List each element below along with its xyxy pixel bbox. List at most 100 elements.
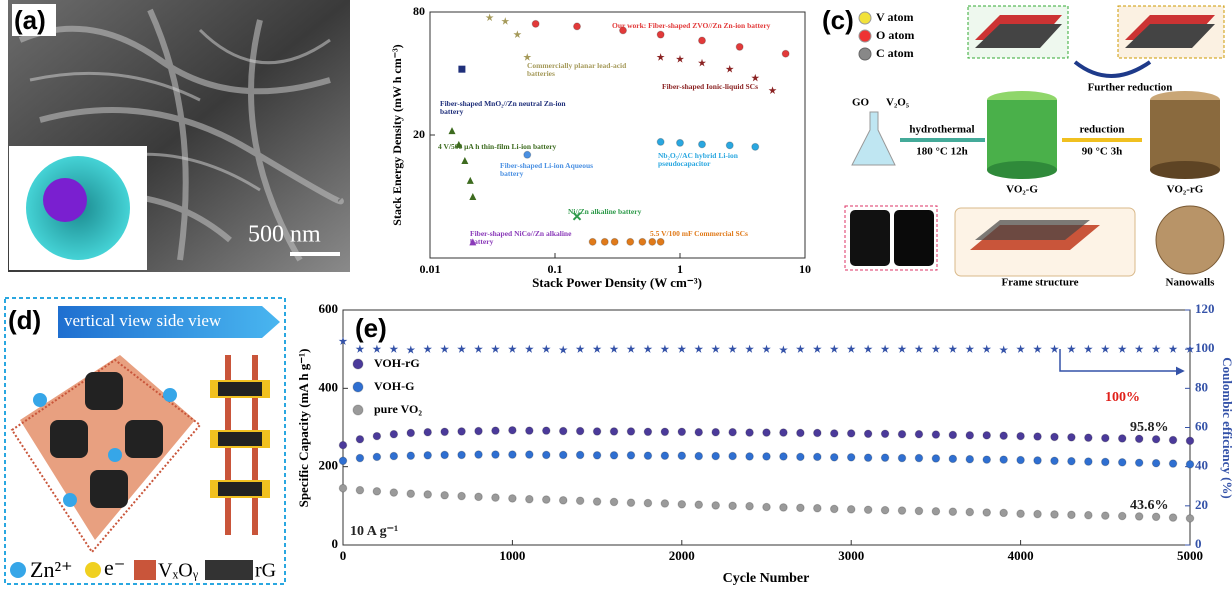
data-point	[1169, 436, 1177, 444]
data-point	[593, 498, 601, 506]
data-point	[695, 428, 703, 436]
data-point	[712, 452, 720, 460]
data-point	[780, 429, 788, 437]
data-point	[390, 430, 398, 438]
legend-text: rG	[255, 560, 276, 582]
panel-a: (a) 500 nm	[8, 0, 350, 272]
data-point	[661, 452, 669, 460]
x-tick-label: 1000	[499, 548, 525, 563]
panel-label: (e)	[355, 313, 387, 343]
data-point	[627, 452, 635, 460]
legend-text: Zn²⁺	[30, 557, 73, 582]
data-point	[1135, 513, 1143, 521]
page: {"panels":{ "a":{"label":"(a)","scale_ba…	[0, 0, 1232, 589]
data-point	[752, 143, 759, 150]
data-point	[373, 453, 381, 461]
data-point	[780, 504, 788, 512]
scale-bar	[290, 252, 340, 256]
y-axis-title: Specific Capacity (mA h g⁻¹)	[296, 349, 311, 508]
data-point	[949, 431, 957, 439]
data-point	[746, 453, 754, 461]
data-point	[712, 428, 720, 436]
data-point	[576, 497, 584, 505]
data-point	[441, 428, 449, 436]
data-point	[847, 453, 855, 461]
data-point	[627, 238, 634, 245]
data-point	[610, 452, 618, 460]
data-point	[1000, 432, 1008, 440]
x-tick-label: 10	[799, 262, 811, 276]
step-label: 90 °C 3h	[1082, 146, 1122, 158]
atom-c	[859, 48, 871, 60]
series-annotation: Fiber-shaped MnO₂//Zn neutral Zn-ion bat…	[440, 100, 570, 140]
legend-icon	[205, 560, 253, 580]
legend-text: VₓOᵧ	[158, 560, 199, 582]
data-point	[526, 451, 534, 459]
data-point	[966, 508, 974, 516]
data-point	[864, 506, 872, 514]
series-annotation-text: Fiber-shaped NiCo//Zn alkaline battery	[470, 230, 580, 246]
rg-block	[90, 470, 128, 508]
data-point	[627, 428, 635, 436]
data-point	[407, 490, 415, 498]
series-annotation-text: Fiber-shaped Ionic-liquid SCs	[662, 83, 772, 91]
data-point	[678, 428, 686, 436]
data-point	[509, 495, 517, 503]
panel-label: (d)	[8, 305, 41, 335]
series-annotation-text: 4 V/500 μA h thin-film Li-ion battery	[438, 143, 558, 151]
data-point	[644, 499, 652, 507]
data-point	[475, 493, 483, 501]
data-point	[695, 501, 703, 509]
data-point	[677, 139, 684, 146]
series-annotation: Nb₂O₅//AC hybrid Li-ion pseudocapacitor	[658, 152, 788, 192]
panel-c: (c) V atom O atom C atom Further reducti…	[822, 5, 1224, 289]
data-point	[1051, 511, 1059, 519]
step-label: Further reduction	[1088, 82, 1173, 94]
data-point	[729, 452, 737, 460]
data-point	[1017, 456, 1025, 464]
data-point	[1000, 509, 1008, 517]
data-point	[492, 427, 500, 435]
annotation: 95.8%	[1130, 420, 1169, 435]
data-point	[492, 494, 500, 502]
y-tick-label: 600	[319, 301, 339, 316]
product: VO₂-G	[1006, 184, 1038, 196]
cylinder	[987, 161, 1057, 179]
caption: Nanowalls	[1166, 277, 1216, 289]
x-tick-label: 2000	[669, 548, 695, 563]
data-point	[1000, 456, 1008, 464]
legend-marker	[353, 405, 363, 415]
data-point	[1068, 511, 1076, 519]
ion	[33, 393, 47, 407]
side-view-part	[218, 432, 262, 446]
data-point	[593, 428, 601, 436]
data-point	[356, 486, 364, 494]
caption: Frame structure	[1001, 277, 1078, 289]
data-point	[847, 506, 855, 514]
series-annotation-text: Our work: Fiber-shaped ZVO//Zn Zn-ion ba…	[612, 22, 787, 30]
data-point	[746, 429, 754, 437]
data-point	[373, 432, 381, 440]
photo	[894, 210, 934, 266]
data-point	[424, 428, 432, 436]
data-point	[610, 498, 618, 506]
panel-e: (e) Cycle Number Specific Capacity (mA h…	[296, 310, 1232, 586]
photo	[850, 210, 890, 266]
data-point	[1051, 433, 1059, 441]
banner-text: vertical view side view	[64, 311, 222, 330]
data-point	[373, 488, 381, 496]
data-point	[593, 452, 601, 460]
data-point	[847, 430, 855, 438]
legend-label: pure VO₂	[374, 402, 422, 416]
data-point	[589, 238, 596, 245]
annotation: 100%	[1105, 390, 1140, 405]
y2-axis-title: Coulombic efficiency (%)	[1220, 357, 1232, 499]
atom-label: V atom	[876, 10, 913, 24]
data-point	[932, 431, 940, 439]
data-point	[458, 451, 466, 459]
data-point	[1118, 512, 1126, 520]
scale-bar-label: 500 nm	[248, 222, 321, 248]
data-point	[574, 23, 581, 30]
series-annotation: Fiber-shaped NiCo//Zn alkaline battery	[470, 230, 580, 270]
y-tick-label: 200	[319, 458, 339, 473]
